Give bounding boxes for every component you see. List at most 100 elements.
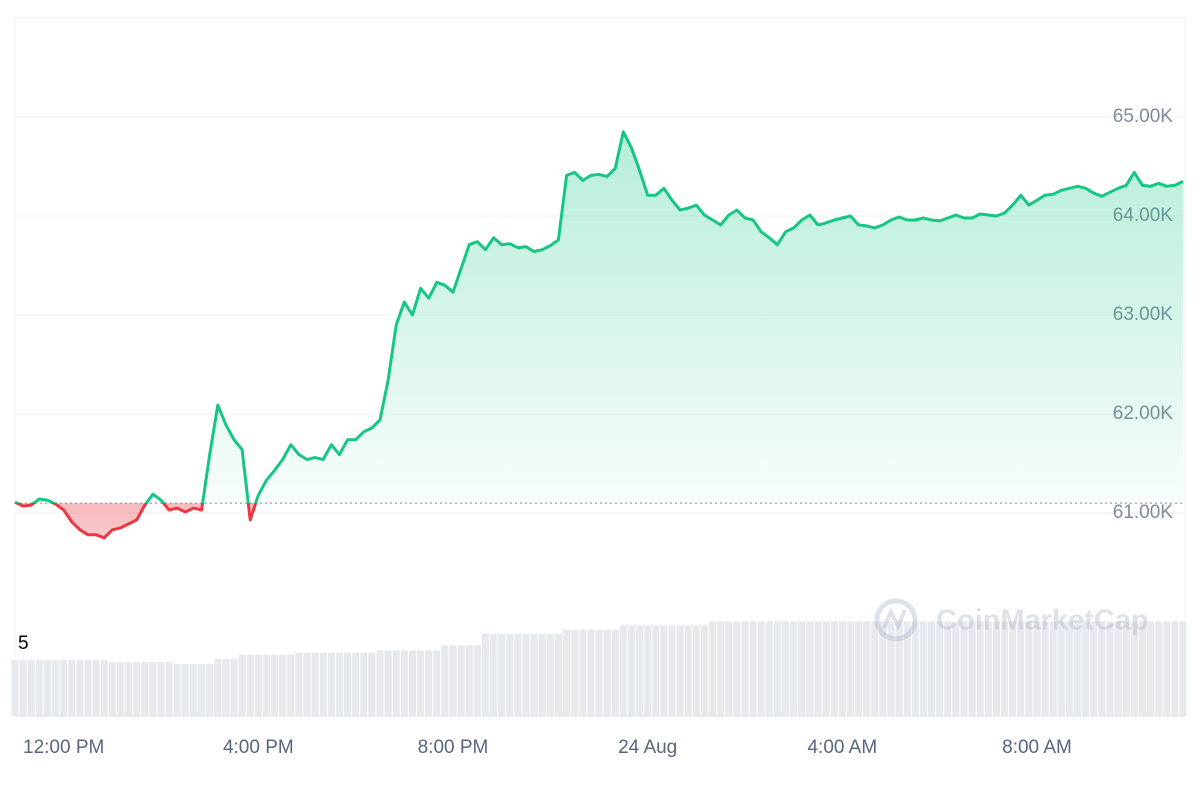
volume-bar <box>1025 621 1033 716</box>
volume-bar <box>976 621 984 716</box>
volume-bar <box>1122 621 1130 716</box>
volume-bar <box>846 621 854 716</box>
volume-bar <box>692 625 700 716</box>
volume-bar <box>782 621 790 716</box>
volume-bar <box>522 633 530 716</box>
volume-label: 5 <box>18 633 29 654</box>
volume-bar <box>911 621 919 716</box>
volume-bar <box>538 633 546 716</box>
volume-bar <box>822 621 830 716</box>
volume-bar <box>879 621 887 716</box>
volume-bar <box>765 621 773 716</box>
volume-bar <box>116 661 124 716</box>
volume-bar <box>465 645 473 716</box>
volume-bar <box>741 621 749 716</box>
volume-bar <box>530 633 538 716</box>
x-tick-label: 12:00 PM <box>23 737 104 758</box>
volume-bar <box>417 650 425 716</box>
volume-bar <box>806 621 814 716</box>
volume-bar <box>27 659 35 716</box>
volume-bar <box>181 664 189 716</box>
volume-bar <box>1179 621 1187 716</box>
volume-bar <box>1130 621 1138 716</box>
volume-bar <box>1171 621 1179 716</box>
y-tick-label: 61.00K <box>1113 502 1174 523</box>
volume-bar <box>1106 621 1114 716</box>
volume-bar <box>936 621 944 716</box>
volume-bar <box>595 629 603 716</box>
volume-bar <box>425 650 433 716</box>
volume-bar <box>271 654 279 716</box>
volume-bar <box>579 629 587 716</box>
volume-bar <box>554 633 562 716</box>
volume-bar <box>903 621 911 716</box>
volume-bar <box>871 621 879 716</box>
volume-bar <box>303 652 311 716</box>
price-line <box>14 130 1184 540</box>
volume-bar <box>571 629 579 716</box>
volume-bar <box>360 652 368 716</box>
volume-bar <box>11 659 19 716</box>
volume-bar <box>749 621 757 716</box>
volume-bar <box>952 621 960 716</box>
volume-bar <box>798 621 806 716</box>
volume-bar <box>773 621 781 716</box>
volume-bar <box>35 659 43 716</box>
volume-bar <box>230 658 238 716</box>
volume-bar <box>1098 621 1106 716</box>
volume-bar <box>700 625 708 716</box>
volume-bar <box>246 654 254 716</box>
volume-bar <box>709 621 717 716</box>
volume-bar <box>717 621 725 716</box>
volume-bar <box>238 654 246 716</box>
volume-bar <box>968 621 976 716</box>
volume-bar <box>384 650 392 716</box>
volume-bar <box>636 625 644 716</box>
volume-bar <box>1057 621 1065 716</box>
volume-bar <box>627 625 635 716</box>
volume-bar <box>619 625 627 716</box>
volume-bar <box>1114 621 1122 716</box>
volume-bar <box>206 664 214 716</box>
volume-bar <box>319 652 327 716</box>
volume-bar <box>855 621 863 716</box>
volume-bar <box>141 661 149 716</box>
volume-bar <box>295 652 303 716</box>
volume-bar <box>490 633 498 716</box>
volume-bar <box>279 654 287 716</box>
volume-layer <box>11 621 1187 716</box>
volume-bar <box>587 629 595 716</box>
volume-bar <box>684 625 692 716</box>
volume-bar <box>327 652 335 716</box>
volume-bar <box>1009 621 1017 716</box>
volume-bar <box>1163 621 1171 716</box>
volume-bar <box>919 621 927 716</box>
volume-bar <box>68 659 76 716</box>
area <box>15 131 1183 538</box>
volume-bar <box>262 654 270 716</box>
y-tick-label: 65.00K <box>1113 106 1174 127</box>
volume-bar <box>1155 621 1163 716</box>
volume-bar <box>546 633 554 716</box>
volume-bar <box>603 629 611 716</box>
volume-bar <box>198 664 206 716</box>
volume-bar <box>757 621 765 716</box>
watermark: CoinMarketCap <box>874 598 1149 642</box>
x-tick-label: 8:00 AM <box>1002 737 1072 758</box>
volume-bar <box>92 659 100 716</box>
volume-bar <box>1138 621 1146 716</box>
volume-bar <box>733 621 741 716</box>
volume-bar <box>652 625 660 716</box>
volume-bar <box>441 645 449 716</box>
volume-bar <box>481 633 489 716</box>
volume-bar <box>311 652 319 716</box>
volume-bar <box>1001 621 1009 716</box>
volume-bar <box>100 659 108 716</box>
volume-bar <box>165 661 173 716</box>
volume-bar <box>668 625 676 716</box>
volume-bar <box>563 629 571 716</box>
volume-bar <box>514 633 522 716</box>
volume-bar <box>376 650 384 716</box>
volume-bar <box>125 661 133 716</box>
volume-bar <box>84 659 92 716</box>
